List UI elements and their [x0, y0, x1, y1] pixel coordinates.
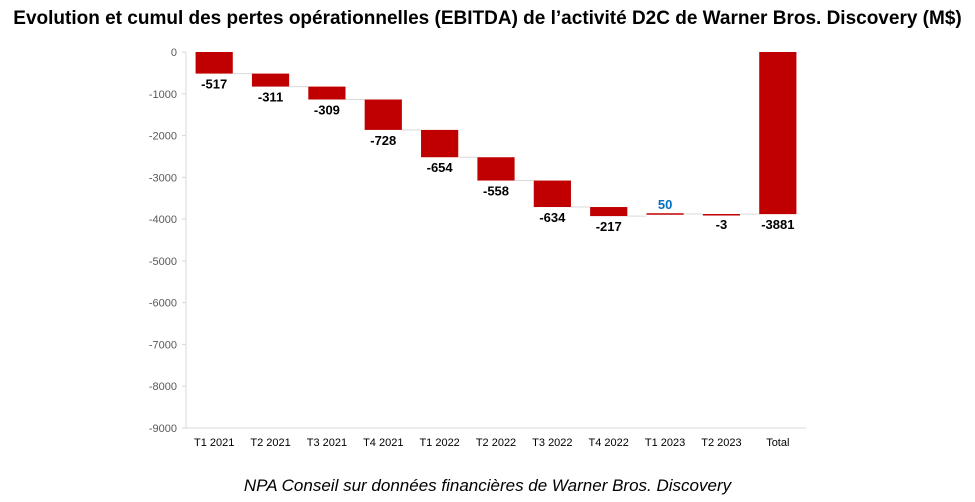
x-tick-label: T3 2022	[532, 437, 572, 449]
data-label: -309	[314, 103, 340, 118]
x-tick-label: T1 2022	[419, 437, 459, 449]
x-tick-label: T1 2023	[645, 437, 685, 449]
data-label: -634	[539, 210, 566, 225]
x-tick-label: T2 2022	[476, 437, 516, 449]
bar-3	[308, 86, 346, 100]
bar-4	[364, 99, 402, 130]
y-tick-label: -5000	[149, 256, 177, 268]
bar-10	[702, 214, 741, 216]
source-note: NPA Conseil sur données financières de W…	[243, 476, 732, 495]
x-tick-label: T4 2021	[363, 437, 403, 449]
y-tick-label: 0	[171, 47, 177, 59]
y-tick-label: -6000	[149, 298, 177, 310]
data-label: 50	[658, 197, 672, 212]
data-label: -654	[427, 160, 454, 175]
bar-7	[533, 180, 571, 208]
data-label: -217	[596, 219, 622, 234]
y-tick-label: -8000	[149, 381, 177, 393]
x-tick-label: T3 2021	[307, 437, 347, 449]
y-tick-label: -1000	[149, 89, 177, 101]
chart-title: Evolution et cumul des pertes opérationn…	[13, 8, 962, 29]
data-label: -517	[201, 77, 227, 92]
data-label: -311	[258, 90, 283, 105]
bar-8	[590, 207, 628, 217]
bar-5	[421, 129, 459, 158]
data-label: -728	[370, 133, 396, 148]
y-tick-label: -9000	[149, 423, 177, 435]
x-tick-label: T2 2023	[701, 437, 741, 449]
bar-1	[195, 52, 233, 74]
x-tick-label: Total	[766, 437, 789, 449]
bar-11	[759, 52, 797, 215]
data-label: -3881	[761, 217, 794, 232]
data-label: -3	[716, 217, 728, 232]
bar-6	[477, 157, 515, 181]
bar-9	[646, 214, 684, 217]
y-tick-label: -4000	[149, 214, 177, 226]
data-label: -558	[483, 184, 509, 199]
y-tick-label: -2000	[149, 131, 177, 143]
y-tick-label: -7000	[149, 339, 177, 351]
x-tick-label: T2 2021	[250, 437, 290, 449]
y-tick-label: -3000	[149, 172, 177, 184]
waterfall-chart: 0 -1000 -2000 -3000 -4000 -5000 -6000 -7000 -800…	[149, 47, 806, 449]
x-tick-label: T1 2021	[194, 437, 234, 449]
x-tick-label: T4 2022	[589, 437, 629, 449]
bar-2	[251, 73, 290, 87]
